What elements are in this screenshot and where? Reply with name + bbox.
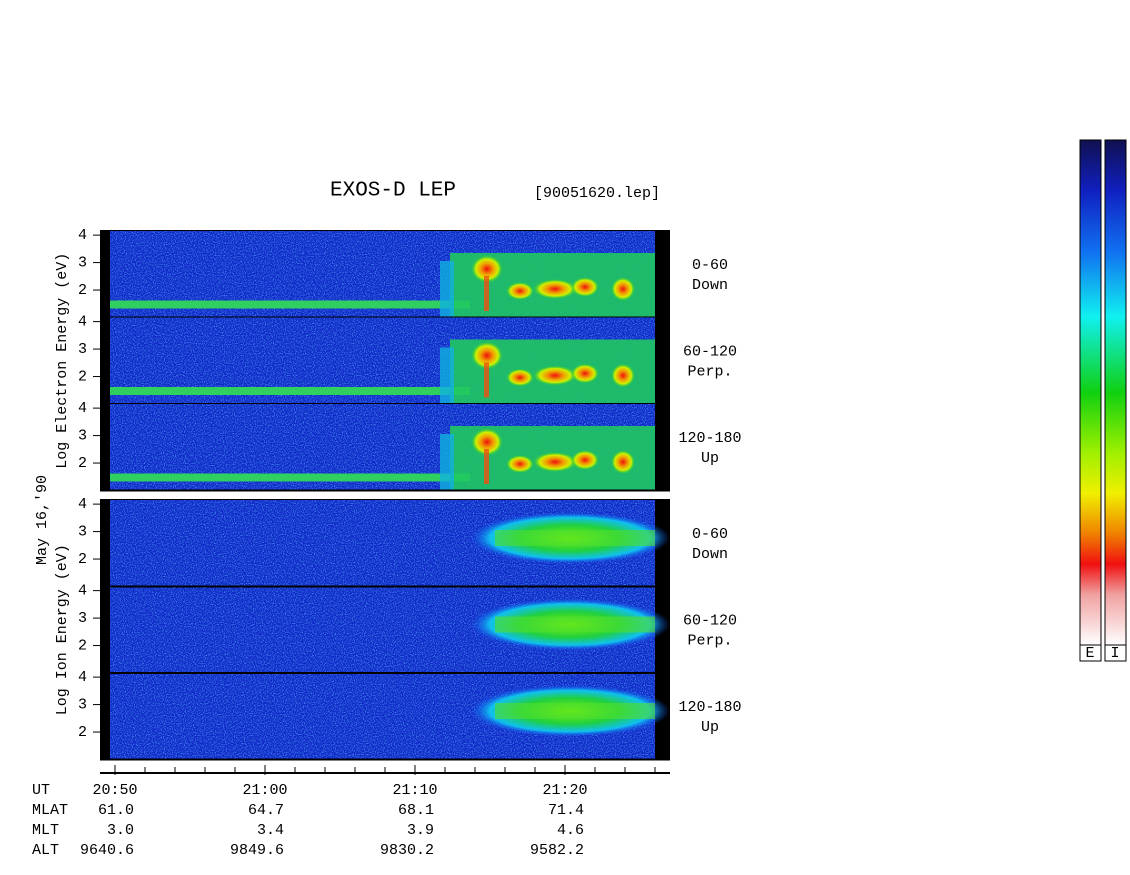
ephemeris-value: 9830.2: [380, 842, 434, 859]
ephemeris-value: 68.1: [398, 802, 434, 819]
y-tick-label: 3: [78, 428, 87, 445]
x-tick-label: 21:00: [242, 782, 287, 799]
ephemeris-value: 3.0: [107, 822, 134, 839]
y-tick-label: 2: [78, 638, 87, 655]
ephemeris-value: 4.6: [557, 822, 584, 839]
row-name: UT: [32, 782, 50, 799]
colorbar: [1079, 139, 1102, 646]
y-tick-label: 2: [78, 455, 87, 472]
row-name: MLAT: [32, 802, 68, 819]
band-core: [495, 616, 655, 633]
y-tick-label: 3: [78, 341, 87, 358]
active-edge: [440, 347, 454, 403]
panel-sublabel: Down: [692, 546, 728, 563]
y-tick-label: 2: [78, 724, 87, 741]
hot-spot: [506, 282, 534, 300]
spike: [484, 449, 489, 484]
row-name: ALT: [32, 842, 59, 859]
row-name: MLT: [32, 822, 59, 839]
colorbar-label: I: [1110, 645, 1119, 662]
spectrogram: [110, 317, 655, 403]
ephemeris-value: 3.4: [257, 822, 284, 839]
y-tick-label: 4: [78, 496, 87, 513]
panel-sublabel: Down: [692, 277, 728, 294]
date: May 16,'90: [34, 475, 51, 565]
panel-sublabel: Up: [701, 450, 719, 467]
y-axis-label: Log Electron Energy (eV): [54, 253, 71, 469]
hot-spot: [571, 450, 599, 470]
hot-spot: [533, 279, 577, 299]
spike: [484, 276, 489, 311]
y-tick-label: 4: [78, 669, 87, 686]
y-tick-label: 2: [78, 369, 87, 386]
hot-spot: [571, 277, 599, 297]
chart-title: EXOS-D LEP: [330, 180, 456, 203]
panel-sublabel: Perp.: [687, 632, 732, 649]
band: [110, 300, 470, 309]
ephemeris-value: 71.4: [548, 802, 584, 819]
ephemeris-value: 9640.6: [80, 842, 134, 859]
hot-spot: [506, 455, 534, 473]
panel-label: 60-120: [683, 343, 737, 360]
hot-spot: [506, 368, 534, 387]
y-tick-label: 3: [78, 610, 87, 627]
colorbar-box: [1079, 644, 1102, 662]
band-core: [495, 530, 655, 546]
panel-sublabel: Perp.: [687, 363, 732, 380]
spectrogram: [110, 404, 655, 490]
hot-spot: [571, 363, 599, 384]
spectrogram: [110, 672, 670, 759]
ephemeris-value: 3.9: [407, 822, 434, 839]
file-name: [90051620.lep]: [534, 185, 660, 202]
active-edge: [440, 261, 454, 317]
y-axis-label: Log Ion Energy (eV): [54, 544, 71, 715]
hot-spot: [611, 277, 635, 301]
y-tick-label: 2: [78, 282, 87, 299]
panel-label: 120-180: [678, 699, 741, 716]
panel-sublabel: Up: [701, 719, 719, 736]
spectrogram: [110, 585, 670, 672]
y-tick-label: 3: [78, 524, 87, 541]
band: [110, 387, 470, 395]
band: [110, 473, 470, 482]
ephemeris-value: 61.0: [98, 802, 134, 819]
hot-spot: [471, 341, 503, 370]
ephemeris-value: 9849.6: [230, 842, 284, 859]
hot-spot: [471, 255, 503, 283]
x-tick-label: 21:10: [392, 782, 437, 799]
y-tick-label: 2: [78, 551, 87, 568]
spectrogram: [110, 231, 655, 317]
colorbar-label: E: [1085, 645, 1094, 662]
hot-spot: [533, 452, 577, 472]
y-tick-label: 4: [78, 583, 87, 600]
panel-label: 0-60: [692, 526, 728, 543]
active-edge: [440, 434, 454, 490]
y-tick-label: 3: [78, 697, 87, 714]
y-tick-label: 3: [78, 255, 87, 272]
hot-spot: [611, 363, 635, 388]
spectrogram: [110, 500, 670, 586]
y-tick-label: 4: [78, 314, 87, 331]
colorbar-box: [1104, 644, 1127, 662]
y-tick-label: 4: [78, 227, 87, 244]
colorbar: [1104, 139, 1127, 646]
x-tick-label: 20:50: [92, 782, 137, 799]
y-tick-label: 4: [78, 400, 87, 417]
ephemeris-value: 64.7: [248, 802, 284, 819]
spike: [484, 362, 489, 398]
hot-spot: [533, 365, 577, 386]
panel-label: 60-120: [683, 612, 737, 629]
hot-spot: [611, 450, 635, 474]
panel-label: 0-60: [692, 257, 728, 274]
band-core: [495, 703, 655, 719]
panel-label: 120-180: [678, 430, 741, 447]
hot-spot: [471, 428, 503, 456]
ephemeris-value: 9582.2: [530, 842, 584, 859]
x-tick-label: 21:20: [542, 782, 587, 799]
